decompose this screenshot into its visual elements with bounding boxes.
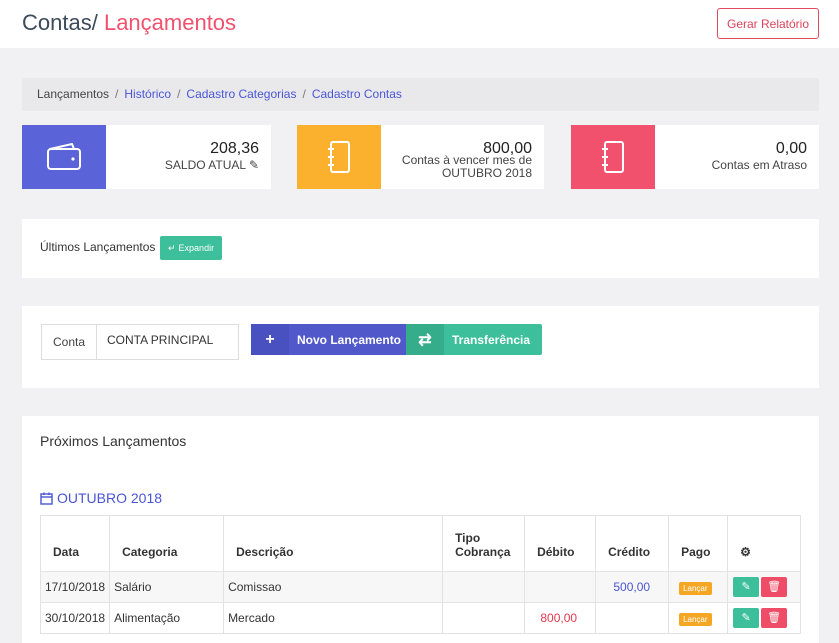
lancar-button[interactable]: Lançar	[679, 581, 712, 595]
col-pago: Pago	[668, 515, 729, 572]
plus-icon: +	[251, 324, 289, 355]
page-title: Contas/ Lançamentos	[22, 10, 236, 36]
due-label-line2: OUTUBRO 2018	[441, 166, 532, 180]
cell-data: 30/10/2018	[39, 602, 111, 634]
cell-descricao: Mercado	[223, 602, 444, 634]
breadcrumb-separator: /	[302, 87, 306, 101]
cell-actions: ✎ 🗑	[727, 602, 801, 634]
trash-icon[interactable]: 🗑	[761, 577, 788, 597]
month-header: OUTUBRO 2018	[40, 490, 162, 506]
account-value[interactable]: CONTA PRINCIPAL	[107, 333, 214, 347]
breadcrumb-current: Lançamentos	[37, 87, 110, 101]
col-categoria: Categoria	[109, 515, 225, 572]
month-label: OUTUBRO 2018	[57, 490, 163, 506]
due-label-line1: Contas à vencer mes de	[401, 153, 532, 167]
balance-label-text: SALDO ATUAL	[164, 158, 246, 172]
due-card: 800,00 Contas à vencer mes de OUTUBRO 20…	[297, 125, 544, 189]
cell-debito: 800,00	[524, 602, 597, 634]
due-card-icon-box	[297, 125, 381, 189]
account-panel: Conta CONTA PRINCIPAL + Novo Lançamento …	[22, 306, 819, 388]
recent-entries-panel: Últimos Lançamentos ↵ Expandir	[22, 219, 819, 278]
breadcrumb-separator: /	[177, 87, 181, 101]
table-row: 30/10/2018 Alimentação Mercado 800,00 La…	[39, 602, 801, 634]
balance-label: SALDO ATUAL ✎	[165, 159, 259, 172]
overdue-value: 0,00	[775, 140, 807, 157]
breadcrumb-link-categorias[interactable]: Cadastro Categorias	[186, 87, 297, 101]
table-row: 17/10/2018 Salário Comissao 500,00 Lança…	[39, 571, 801, 603]
cell-credito	[595, 602, 670, 634]
wallet-icon	[47, 143, 81, 170]
transfer-button[interactable]: ⇄ Transferência	[406, 324, 543, 355]
notebook-icon	[602, 141, 624, 173]
cell-pago: Lançar	[668, 571, 729, 603]
col-tipo: Tipo Cobrança	[442, 515, 526, 572]
col-descricao: Descrição	[223, 515, 444, 572]
top-bar: Contas/ Lançamentos Gerar Relatório	[0, 0, 839, 48]
cell-descricao: Comissao	[223, 571, 444, 603]
balance-value: 208,36	[210, 140, 259, 157]
expand-button[interactable]: ↵ Expandir	[160, 236, 223, 260]
overdue-card-icon-box	[571, 125, 655, 189]
overdue-label: Contas em Atraso	[711, 158, 807, 172]
balance-card-icon-box	[22, 125, 106, 189]
new-entry-label: Novo Lançamento	[297, 332, 402, 347]
upcoming-table: Data Categoria Descrição Tipo Cobrança D…	[39, 515, 801, 634]
calendar-icon	[40, 492, 53, 505]
transfer-label: Transferência	[452, 332, 531, 347]
cell-debito	[524, 571, 597, 603]
upcoming-entries-panel: Próximos Lançamentos OUTUBRO 2018 Data C…	[22, 416, 819, 643]
pencil-icon[interactable]: ✎	[733, 608, 760, 628]
expand-icon: ↵	[168, 242, 176, 253]
notebook-icon	[328, 141, 350, 173]
breadcrumb-link-contas[interactable]: Cadastro Contas	[311, 87, 402, 101]
breadcrumb-link-historico[interactable]: Histórico	[124, 87, 172, 101]
title-accent: Lançamentos	[103, 10, 237, 35]
cogs-icon: ⚙	[740, 545, 751, 559]
edit-icon[interactable]: ✎	[248, 158, 259, 172]
cell-data: 17/10/2018	[39, 571, 111, 603]
expand-button-label: Expandir	[178, 243, 215, 253]
cell-pago: Lançar	[668, 602, 729, 634]
new-entry-button[interactable]: + Novo Lançamento	[251, 324, 414, 355]
cell-tipo	[442, 571, 526, 603]
cell-tipo	[442, 602, 526, 634]
breadcrumb: Lançamentos / Histórico / Cadastro Categoria…	[22, 78, 819, 111]
overdue-card: 0,00 Contas em Atraso	[571, 125, 819, 189]
balance-card: 208,36 SALDO ATUAL ✎	[22, 125, 271, 189]
due-value: 800,00	[483, 140, 532, 157]
cell-credito: 500,00	[595, 571, 670, 603]
table-header-row: Data Categoria Descrição Tipo Cobrança D…	[39, 515, 801, 572]
col-debito: Débito	[524, 515, 597, 572]
account-selector[interactable]: Conta CONTA PRINCIPAL	[41, 324, 239, 360]
title-prefix: Contas/	[22, 10, 98, 35]
lancar-button[interactable]: Lançar	[679, 612, 712, 626]
col-credito: Crédito	[595, 515, 670, 572]
cell-categoria: Alimentação	[109, 602, 225, 634]
col-data: Data	[39, 515, 111, 572]
account-label: Conta	[42, 325, 97, 359]
trash-icon[interactable]: 🗑	[761, 608, 788, 628]
col-actions: ⚙	[727, 515, 801, 572]
cell-actions: ✎ 🗑	[727, 571, 801, 603]
pencil-icon[interactable]: ✎	[733, 577, 760, 597]
recent-entries-title: Últimos Lançamentos	[40, 240, 156, 254]
cell-categoria: Salário	[109, 571, 225, 603]
generate-report-button[interactable]: Gerar Relatório	[717, 8, 819, 39]
swap-icon: ⇄	[406, 324, 444, 355]
upcoming-title: Próximos Lançamentos	[40, 433, 187, 449]
breadcrumb-separator: /	[115, 87, 119, 101]
